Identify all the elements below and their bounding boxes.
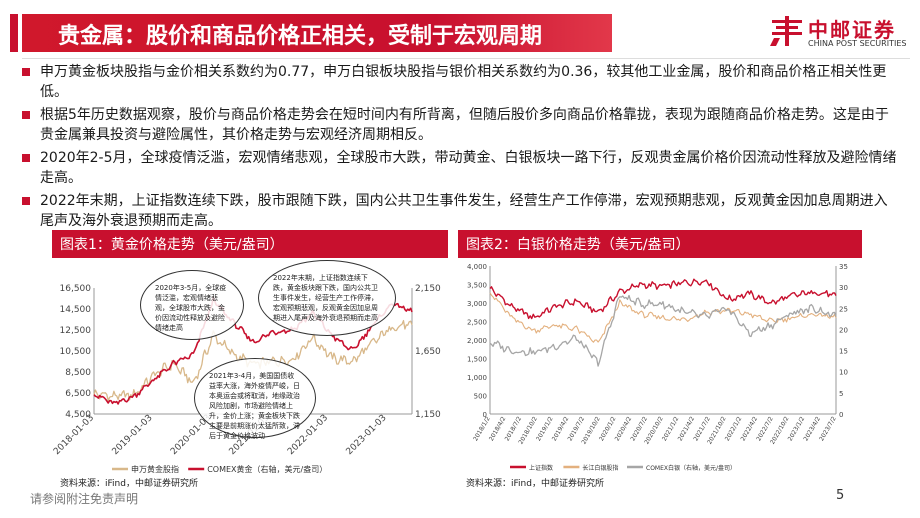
title-bar (22, 14, 612, 52)
gold-chart-panel: 图表1：黄金价格走势（美元/盎司） 4,500 6,500 8,500 10,500 1… (52, 230, 448, 490)
y-left-tick-label: 1,000 (467, 374, 487, 382)
disclaimer-text: 请参阅附注免责声明 (30, 492, 139, 506)
y-left-tick-label: 3,500 (467, 282, 487, 290)
y-left-tick-label: 0 (483, 411, 487, 419)
chart-annotation: 2020年3-5月，全球疫情泛滥，宏观情绪悲观，全球股市大跌，金价因流动性释放及… (140, 270, 244, 340)
gold-chart-header: 图表1：黄金价格走势（美元/盎司） (52, 230, 448, 258)
legend-label: 上证指数 (529, 464, 553, 472)
bullet-square-icon (22, 197, 30, 205)
y-left-tick-label: 2,500 (467, 319, 487, 327)
y-left-tick-label: 6,500 (65, 389, 91, 399)
legend-label: COMEX黄金（右轴，美元/盎司） (207, 464, 327, 474)
chart-annotation: 2021年3-4月，美国国债收益率大涨，海外疫情严峻，日本奥运会或将取消，地缘政… (194, 358, 316, 440)
title-accent-bar (10, 14, 18, 52)
y-left-tick-label: 2,000 (467, 337, 487, 345)
page-number: 5 (836, 488, 845, 503)
y-left-tick-label: 12,500 (60, 326, 92, 336)
silver-price-chart: 0 500 1,000 1,500 2,000 2,500 3,000 3,500 4,000 0… (467, 263, 848, 472)
gold-chart-title: 图表1：黄金价格走势（美元/盎司） (60, 237, 284, 253)
bullet-item: 根据5年历史数据观察，股价与商品价格走势会在短时间内有所背离，但随后股价多向商品… (18, 105, 898, 145)
bullet-item: 2020年2-5月，全球疫情泛滥，宏观情绪悲观，全球股市大跌，带动黄金、白银板块… (18, 148, 898, 188)
y-left-tick-label: 8,500 (65, 368, 91, 378)
legend-label: 长江白银股指 (582, 464, 618, 472)
logo-chinese-text: 中邮证券 (808, 18, 896, 42)
y-left-tick-label: 14,500 (60, 305, 92, 315)
legend-label: COMEX白银（右轴，美元/盎司） (646, 464, 736, 472)
bullet-square-icon (22, 154, 30, 162)
china-post-logo-icon (770, 16, 802, 46)
company-logo: 中邮证券 CHINA POST SECURITIES (770, 12, 910, 54)
y-right-tick-label: 35 (839, 263, 848, 271)
y-right-tick-label: 15 (839, 348, 848, 356)
series-line (489, 278, 837, 320)
bullet-text: 2022年末期，上证指数连续下跌，股市跟随下跌，国内公共卫生事件发生，经营生产工… (40, 193, 888, 229)
x-tick-label: 2023-01-03 (345, 413, 389, 457)
y-right-tick-label: 30 (839, 284, 848, 292)
bullet-item: 2022年末期，上证指数连续下跌，股市跟随下跌，国内公共卫生事件发生，经营生产工… (18, 191, 898, 231)
series-line (93, 296, 413, 405)
y-right-tick-label: 1,650 (415, 347, 441, 357)
logo-english-text: CHINA POST SECURITIES (808, 39, 907, 48)
silver-chart-title: 图表2：白银价格走势（美元/盎司） (466, 237, 690, 253)
y-left-tick-label: 4,000 (467, 263, 487, 271)
y-left-tick-label: 3,000 (467, 300, 487, 308)
y-right-tick-label: 10 (839, 369, 848, 377)
silver-chart-header: 图表2：白银价格走势（美元/盎司） (458, 230, 862, 258)
chart-annotation: 2022年末期，上证指数连续下跌，黄金板块跟下跌，国内公共卫生事件发生，经营生产… (258, 260, 396, 336)
silver-chart-source: 资料来源：iFind，中邮证券研究所 (466, 479, 604, 489)
silver-chart-panel: 图表2：白银价格走势（美元/盎司） 0 500 1,000 1,500 2,000 2,5… (458, 230, 862, 490)
bullet-text: 根据5年历史数据观察，股价与商品价格走势会在短时间内有所背离，但随后股价多向商品… (40, 107, 889, 143)
y-right-tick-label: 20 (839, 326, 848, 334)
x-tick-label: 2019-01-03 (111, 413, 155, 457)
gold-chart-source: 资料来源：iFind，中邮证券研究所 (60, 479, 198, 489)
y-left-tick-label: 10,500 (60, 347, 92, 357)
y-right-tick-label: 0 (839, 411, 843, 419)
bullet-square-icon (22, 68, 30, 76)
y-left-tick-label: 16,500 (60, 284, 92, 294)
header-divider (22, 58, 910, 59)
bullet-text: 申万黄金板块股指与金价相关系数约为0.77，申万白银板块股指与银价相关系数约为0… (40, 64, 887, 100)
y-right-tick-label: 2,150 (415, 284, 441, 294)
bullet-square-icon (22, 111, 30, 119)
bullet-item: 申万黄金板块股指与金价相关系数约为0.77，申万白银板块股指与银价相关系数约为0… (18, 62, 898, 102)
legend-label: 申万黄金股指 (131, 464, 179, 474)
y-left-tick-label: 4,500 (65, 410, 91, 420)
y-right-tick-label: 1,150 (415, 410, 441, 420)
y-left-tick-label: 1,500 (467, 356, 487, 364)
series-line (489, 294, 837, 367)
y-right-tick-label: 5 (839, 390, 843, 398)
page-title: 贵金属：股价和商品价格正相关，受制于宏观周期 (58, 24, 543, 49)
y-right-tick-label: 25 (839, 305, 848, 313)
bullet-list: 申万黄金板块股指与金价相关系数约为0.77，申万白银板块股指与银价相关系数约为0… (18, 62, 898, 234)
bullet-text: 2020年2-5月，全球疫情泛滥，宏观情绪悲观，全球股市大跌，带动黄金、白银板块… (40, 150, 897, 186)
y-left-tick-label: 500 (474, 393, 487, 401)
